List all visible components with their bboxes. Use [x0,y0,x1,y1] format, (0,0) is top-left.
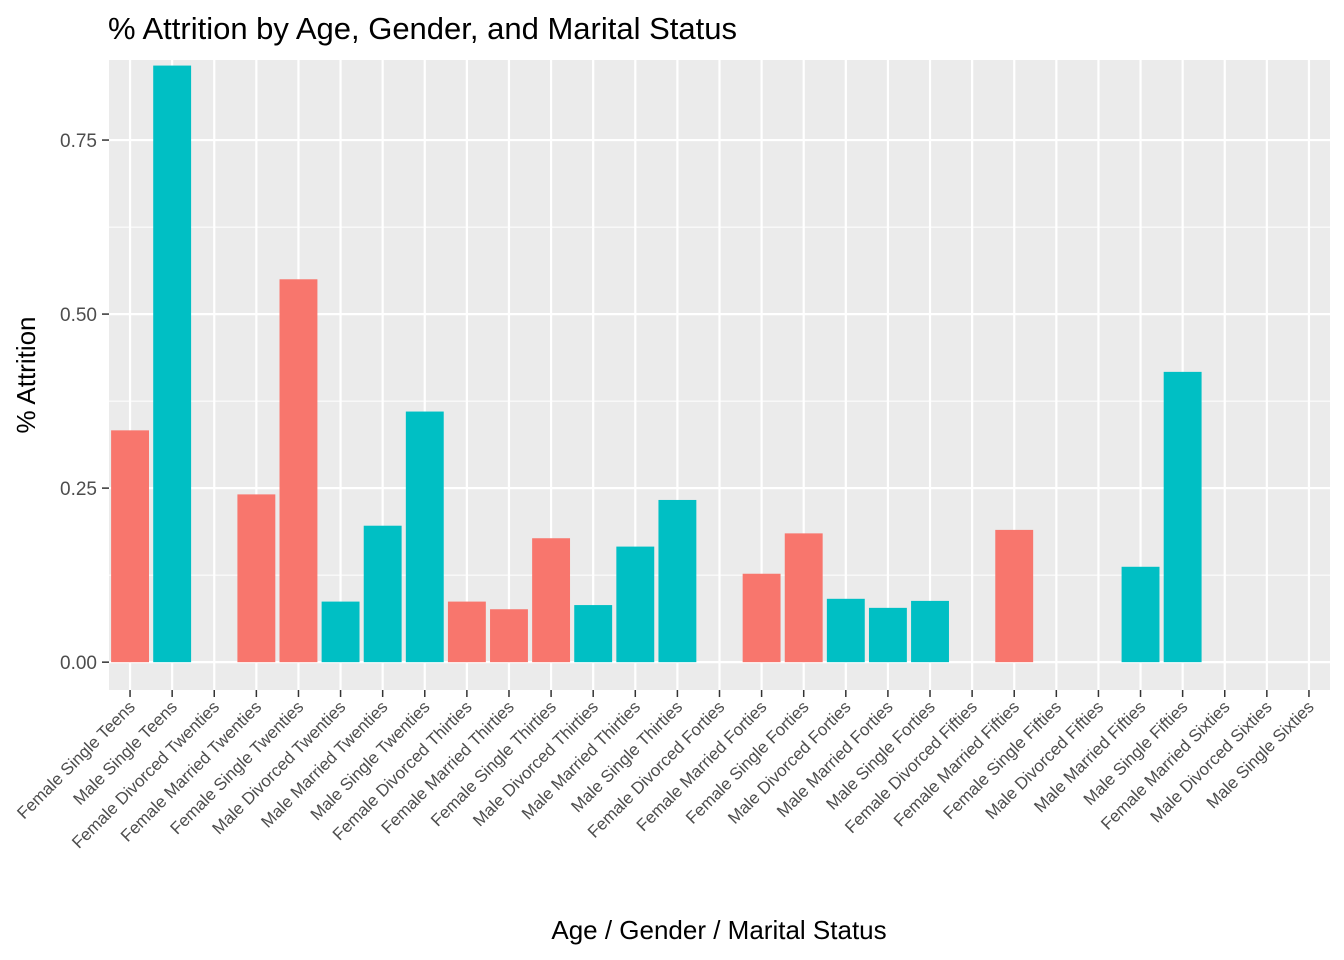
bar [237,494,276,663]
bar [1163,371,1202,663]
y-tick-label: 0.25 [60,479,97,500]
y-axis-title: % Attrition [11,316,41,433]
bar [363,525,402,663]
bar [995,529,1034,663]
bar [658,499,697,663]
bar [405,411,444,663]
bar [826,598,865,663]
bar [279,279,318,663]
bar [532,538,571,663]
bar [447,601,486,663]
y-axis: 0.00 0.25 0.50 0.75 [60,131,109,674]
bar [321,601,360,663]
y-tick-label: 0.00 [60,653,97,674]
bar [616,546,655,663]
bar [742,573,781,663]
bar [1121,566,1160,663]
y-tick-label: 0.50 [60,305,97,326]
chart-title: % Attrition by Age, Gender, and Marital … [108,11,737,46]
bar [111,430,149,663]
bar [784,533,823,663]
bar [911,600,949,663]
bar [153,65,192,663]
y-tick-label: 0.75 [60,131,97,152]
bar [574,605,613,663]
bar [868,607,907,663]
bars [111,65,1202,663]
x-axis-title: Age / Gender / Marital Status [551,915,886,945]
bar [490,609,528,663]
